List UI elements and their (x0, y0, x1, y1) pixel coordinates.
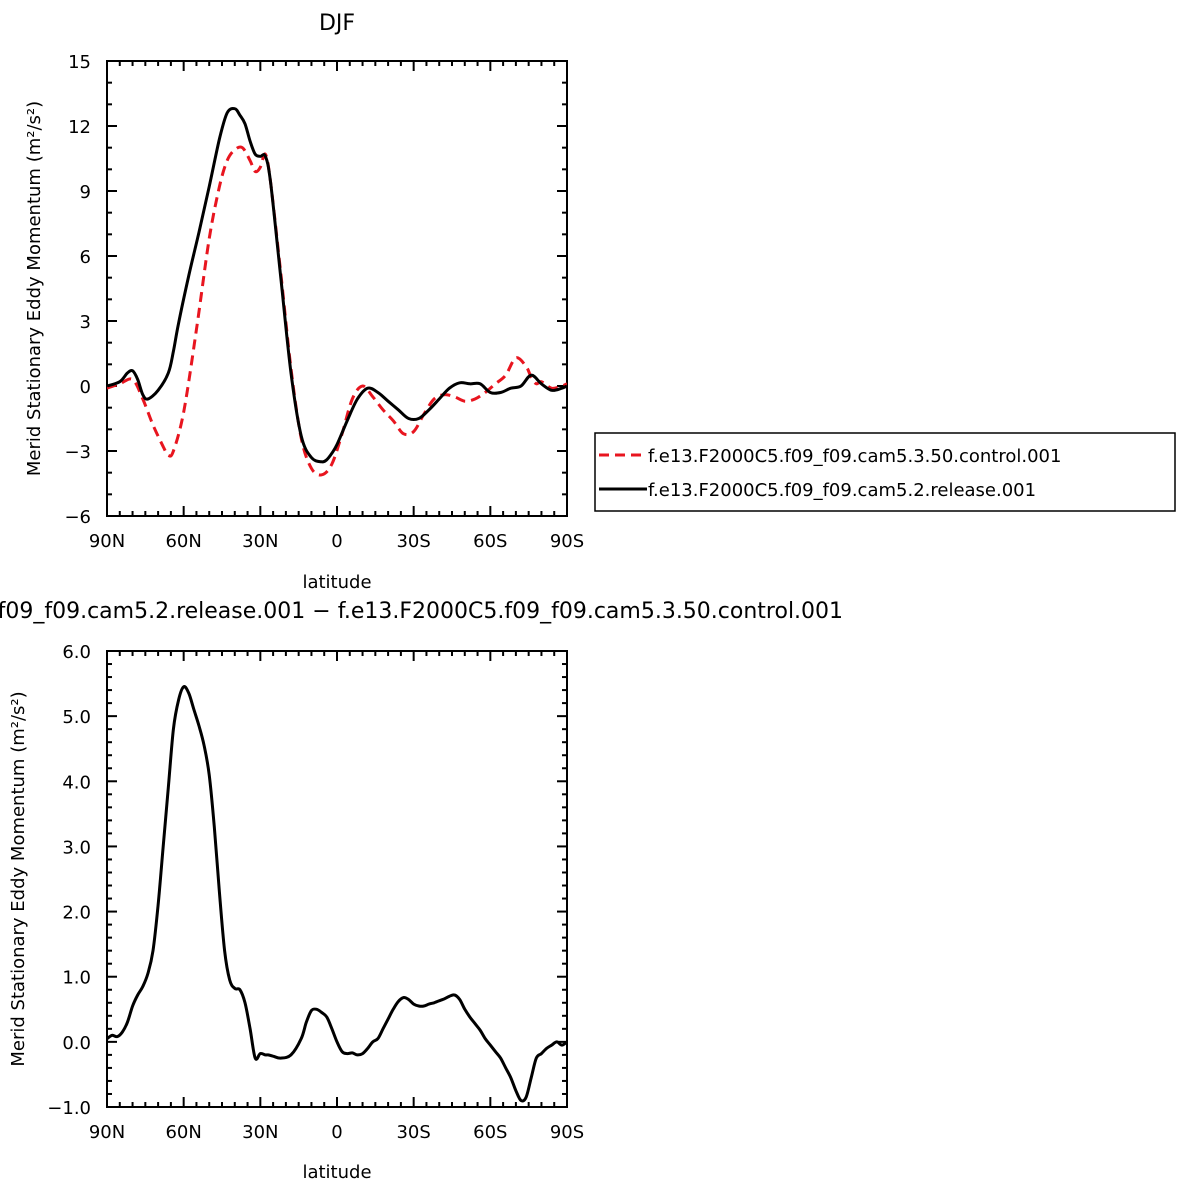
chart-1: DJF 90N 60N 30N 0 30S 60S 90S −6 −3 0 3 6 9 12 15 latitu… (24, 11, 1176, 593)
y-tick-label: 5.0 (62, 707, 91, 728)
y-tick-label: −3 (64, 442, 91, 463)
x-tick-label: 30S (396, 531, 430, 552)
chart-title: f.e13.F2000C5.f09_f09.cam5.2.release.001… (0, 599, 843, 624)
y-tick-label: 12 (68, 117, 91, 138)
x-tick-label: 0 (331, 531, 342, 552)
y-tick-label: −1.0 (47, 1098, 91, 1119)
x-axis-label: latitude (302, 1162, 371, 1183)
y-tick-label: 3.0 (62, 837, 91, 858)
series-line-1 (107, 685, 567, 1103)
x-tick-label: 30S (396, 1122, 430, 1143)
y-axis-label: Merid Stationary Eddy Momentum (m²/s²) (24, 101, 45, 476)
y-tick-label: 6 (80, 247, 91, 268)
x-tick-label: 90N (89, 531, 125, 552)
x-tick-label: 0 (331, 1122, 342, 1143)
y-tick-label: 2.0 (62, 903, 91, 924)
legend-label: f.e13.F2000C5.f09_f09.cam5.2.release.001 (648, 480, 1036, 501)
y-tick-label: 15 (68, 52, 91, 73)
chart-2: f.e13.F2000C5.f09_f09.cam5.2.release.001… (0, 599, 843, 1183)
x-tick-label: 90S (550, 1122, 584, 1143)
chart-title: DJF (319, 11, 355, 36)
x-tick-label: 30N (242, 531, 278, 552)
y-tick-label: 0.0 (62, 1033, 91, 1054)
x-tick-label: 60N (165, 1122, 201, 1143)
series-line-2 (107, 106, 567, 464)
y-tick-label: 3 (80, 312, 91, 333)
series-line-1 (107, 145, 567, 477)
x-axis-label: latitude (302, 572, 371, 593)
legend: f.e13.F2000C5.f09_f09.cam5.3.50.control.… (594, 432, 1176, 512)
y-tick-label: 4.0 (62, 772, 91, 793)
y-tick-label: 6.0 (62, 642, 91, 663)
legend-label: f.e13.F2000C5.f09_f09.cam5.3.50.control.… (648, 446, 1061, 467)
y-tick-label: 0 (80, 377, 91, 398)
x-tick-label: 60N (165, 531, 201, 552)
x-tick-label: 90S (550, 531, 584, 552)
legend-box (594, 432, 1176, 512)
y-axis-label: Merid Stationary Eddy Momentum (m²/s²) (8, 691, 29, 1066)
x-tick-label: 60S (473, 1122, 507, 1143)
y-tick-label: −6 (64, 507, 91, 528)
x-tick-label: 30N (242, 1122, 278, 1143)
y-tick-label: 1.0 (62, 968, 91, 989)
x-tick-label: 60S (473, 531, 507, 552)
x-tick-label: 90N (89, 1122, 125, 1143)
y-tick-label: 9 (80, 182, 91, 203)
